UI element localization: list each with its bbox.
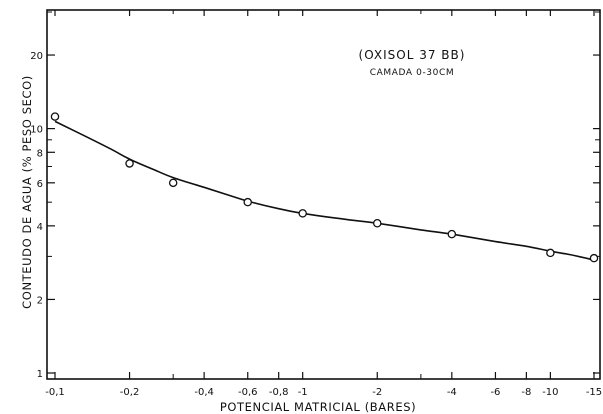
data-point [373, 218, 382, 228]
x-tick-label: -0,2 [120, 387, 140, 398]
x-tick-label: -0,1 [45, 387, 65, 398]
x-tick-label: -8 [521, 387, 531, 398]
y-tick-label: 10 [30, 125, 43, 136]
y-tick-label: 6 [37, 179, 43, 190]
x-axis-title: POTENCIAL MATRICIAL (BARES) [220, 400, 416, 414]
data-point [546, 248, 555, 258]
data-point [447, 229, 457, 239]
annotation-soil-name: (OXISOL 37 BB) [359, 48, 466, 62]
x-tick-label: -2 [372, 387, 382, 398]
y-axis-title: CONTEUDO DE AGUA (% PESO SECO) [20, 75, 34, 309]
data-point [168, 178, 178, 188]
plot-frame [46, 9, 601, 380]
fitted-curve [54, 120, 595, 261]
y-tick-label: 4 [37, 222, 43, 233]
x-tick-label: -10 [542, 387, 558, 398]
y-tick-label: 20 [30, 51, 43, 62]
x-tick-label: -0,6 [238, 387, 258, 398]
data-point [298, 209, 307, 218]
y-tick-label: 2 [37, 295, 43, 306]
x-tick-label: -0,8 [269, 387, 289, 398]
data-point [243, 197, 252, 207]
data-point [589, 253, 599, 263]
annotation-layer-depth: CAMADA 0-30CM [370, 68, 454, 78]
x-tick-label: -6 [490, 387, 500, 398]
x-tick-label: -1 [298, 387, 308, 398]
x-tick-label: -0,4 [194, 387, 214, 398]
y-tick-label: 8 [37, 148, 43, 159]
data-point [125, 159, 134, 168]
y-tick-label: 1 [37, 369, 43, 380]
data-point [50, 112, 60, 121]
x-tick-label: -15 [586, 387, 602, 398]
x-tick-label: -4 [447, 387, 457, 398]
